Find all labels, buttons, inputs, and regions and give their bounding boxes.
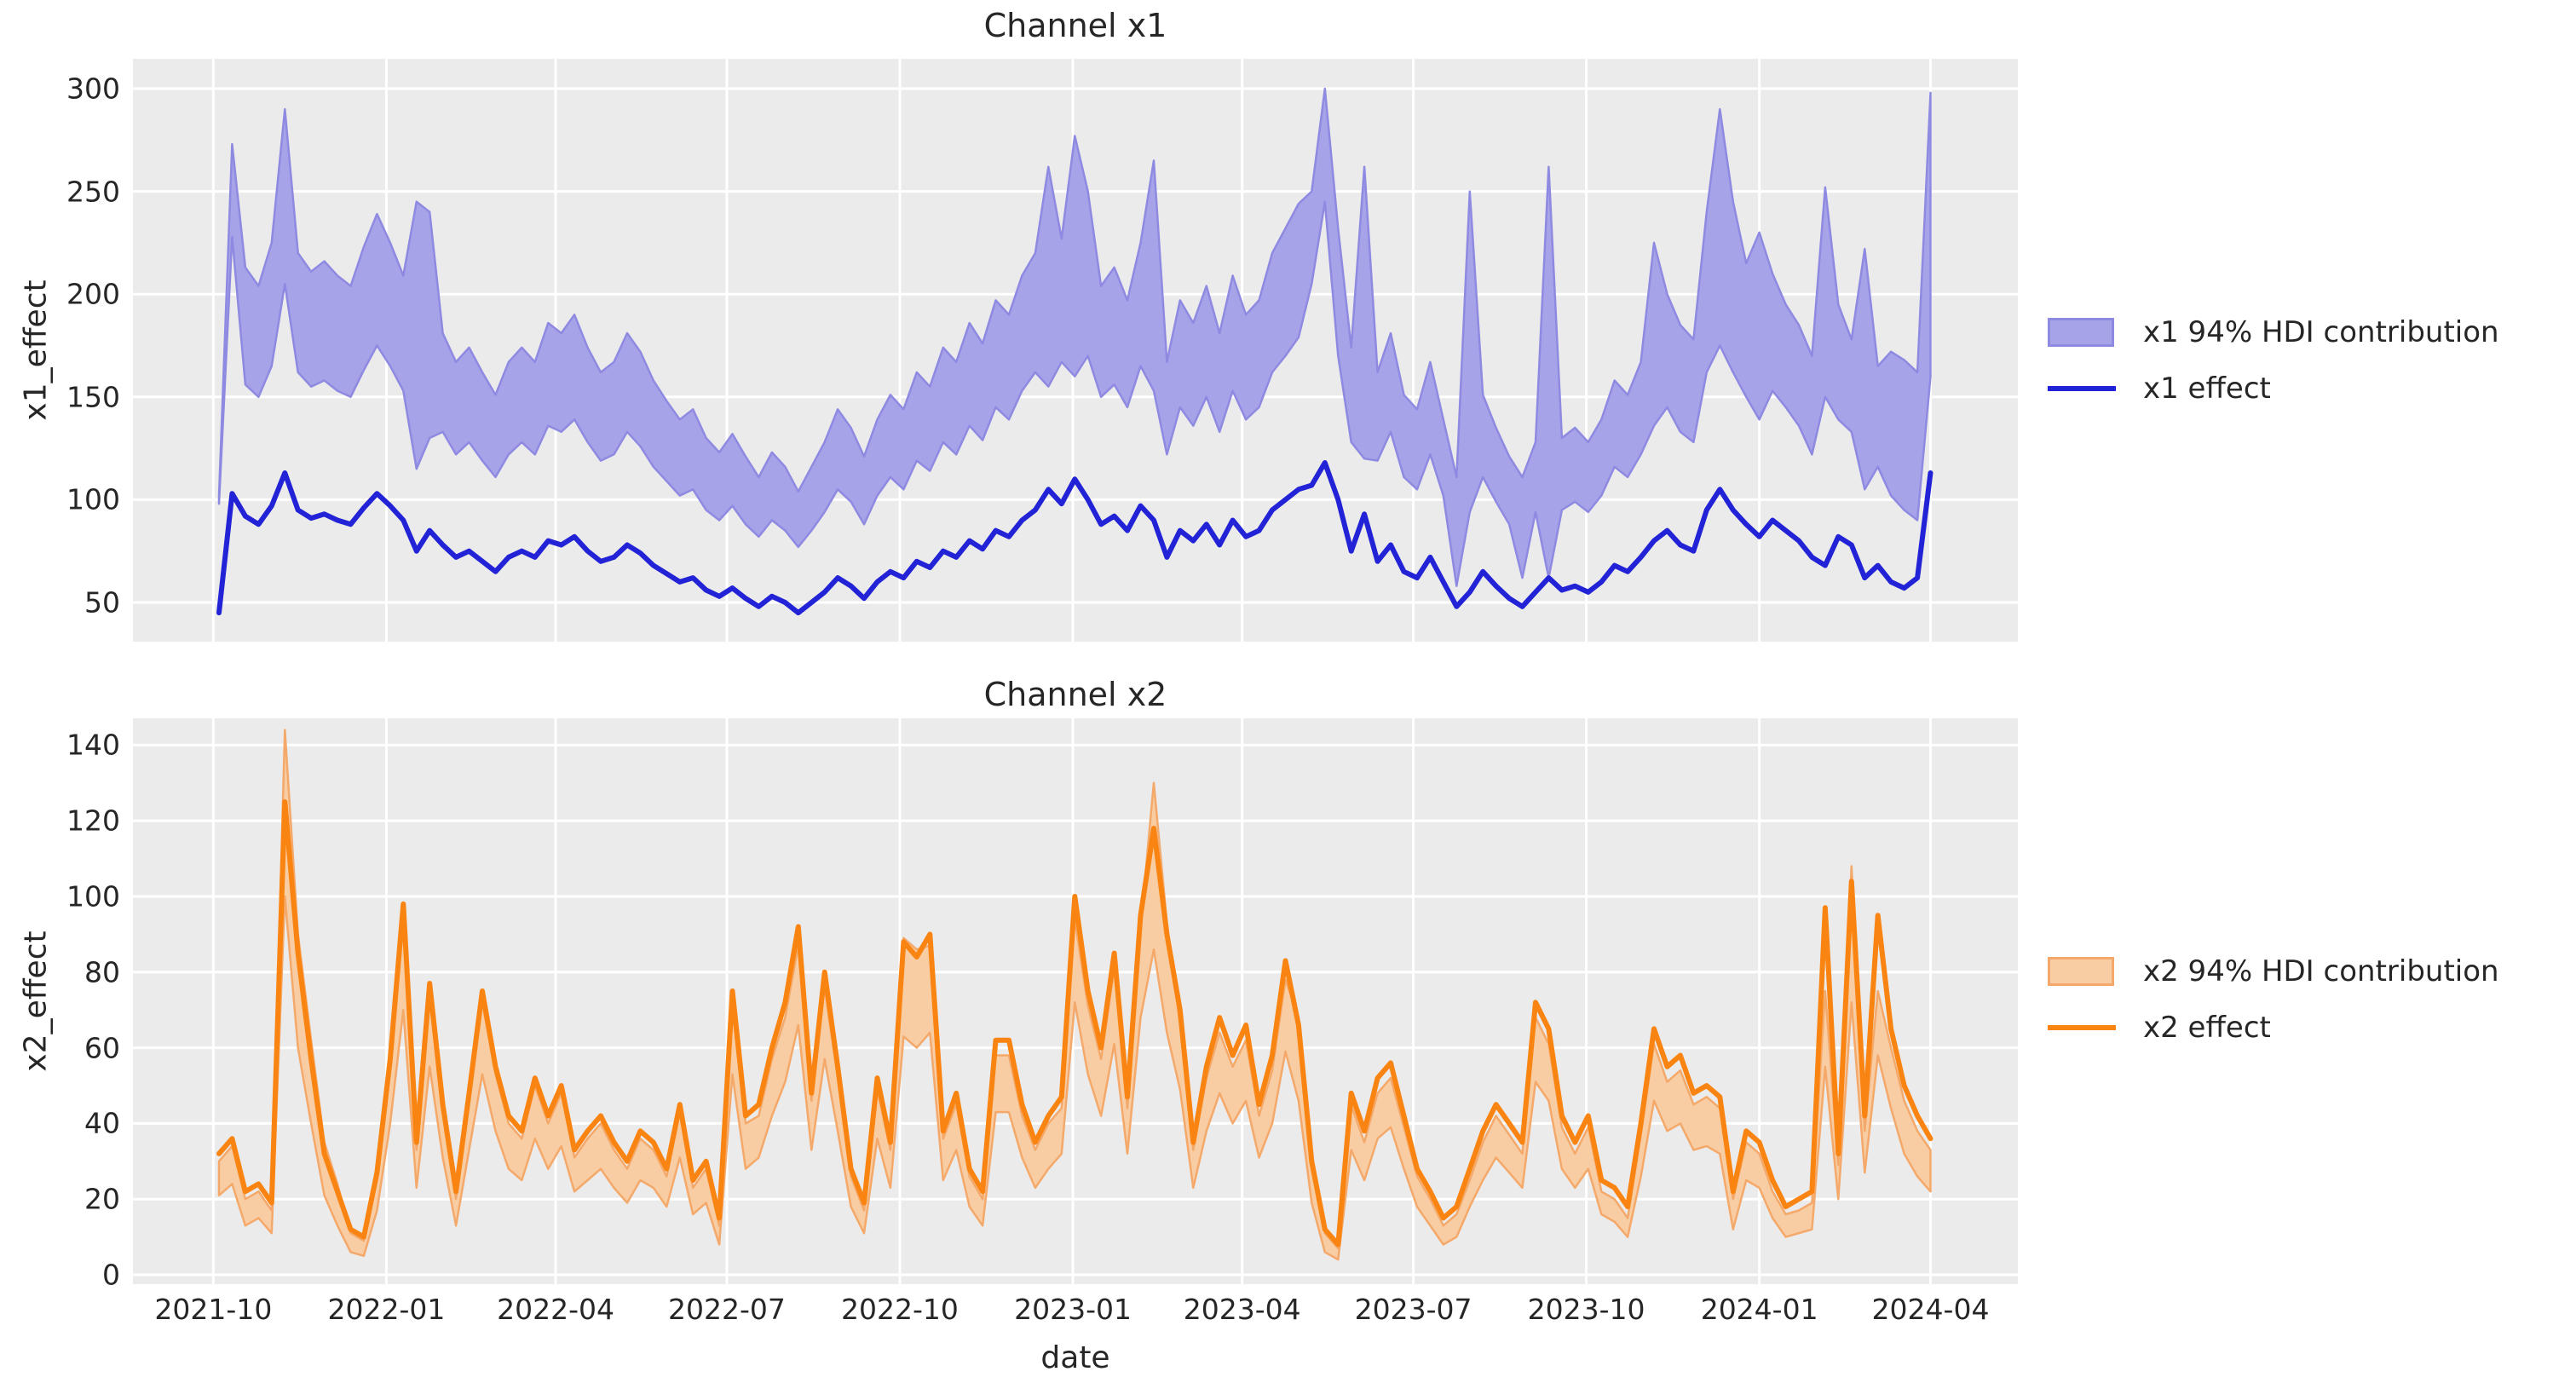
x1-effect-line-swatch	[2048, 386, 2116, 391]
y-tick-label: 250	[66, 175, 120, 209]
x2-effect-line-swatch	[2048, 1025, 2116, 1030]
y-tick-label: 50	[84, 585, 120, 619]
effect-line-x2	[216, 799, 1933, 1248]
y-axis-label-x2-effect: x2_effect	[18, 931, 54, 1072]
x-tick-label: 2022-07	[667, 1293, 786, 1326]
y-tick-label: 120	[66, 804, 120, 838]
y-tick-label: 300	[66, 72, 120, 106]
y-tick-label: 100	[66, 482, 120, 516]
x-tick-label: 2023-10	[1527, 1293, 1645, 1326]
y-tick-label: 80	[84, 955, 120, 989]
x-tick-label: 2023-04	[1183, 1293, 1301, 1326]
y-tick-label: 140	[66, 728, 120, 762]
x1-hdi-band-swatch	[2048, 318, 2114, 347]
legend-label-x2-hdi: x2 94% HDI contribution	[2143, 954, 2499, 988]
x-tick-label: 2021-10	[154, 1293, 273, 1326]
x-tick-label: 2024-04	[1871, 1293, 1990, 1326]
x-axis-label-date: date	[1040, 1340, 1110, 1375]
legend-x1: x1 94% HDI contribution x1 effect	[2048, 315, 2499, 406]
y-axis-label-x1-effect: x1_effect	[18, 279, 54, 421]
y-tick-label: 60	[84, 1031, 120, 1065]
x-tick-label: 2022-10	[841, 1293, 959, 1326]
legend-row-x1-effect: x1 effect	[2048, 372, 2499, 406]
hdi-band-x1	[217, 87, 1932, 587]
x2-hdi-band-swatch	[2048, 957, 2114, 986]
x-tick-label: 2023-01	[1014, 1293, 1132, 1326]
chart-title-x2: Channel x2	[983, 676, 1167, 713]
y-tick-label: 100	[66, 879, 120, 913]
y-tick-label: 20	[84, 1182, 120, 1216]
y-tick-label: 150	[66, 380, 120, 414]
legend-label-x1-effect: x1 effect	[2143, 372, 2271, 406]
y-tick-label: 40	[84, 1106, 120, 1140]
legend-label-x1-hdi: x1 94% HDI contribution	[2143, 315, 2499, 349]
y-tick-label: 0	[102, 1258, 120, 1292]
x-tick-label: 2022-01	[327, 1293, 446, 1326]
effect-line-x1	[216, 460, 1933, 616]
chart-title-x1: Channel x1	[983, 7, 1167, 44]
x-tick-label: 2022-04	[497, 1293, 615, 1326]
x-tick-label: 2023-07	[1354, 1293, 1472, 1326]
legend-row-x2-hdi: x2 94% HDI contribution	[2048, 954, 2499, 988]
legend-x2: x2 94% HDI contribution x2 effect	[2048, 954, 2499, 1045]
legend-row-x2-effect: x2 effect	[2048, 1011, 2499, 1045]
x-tick-label: 2024-01	[1700, 1293, 1818, 1326]
legend-label-x2-effect: x2 effect	[2143, 1011, 2271, 1045]
legend-row-x1-hdi: x1 94% HDI contribution	[2048, 315, 2499, 349]
hdi-band-x2	[217, 729, 1932, 1261]
y-tick-label: 200	[66, 277, 120, 311]
